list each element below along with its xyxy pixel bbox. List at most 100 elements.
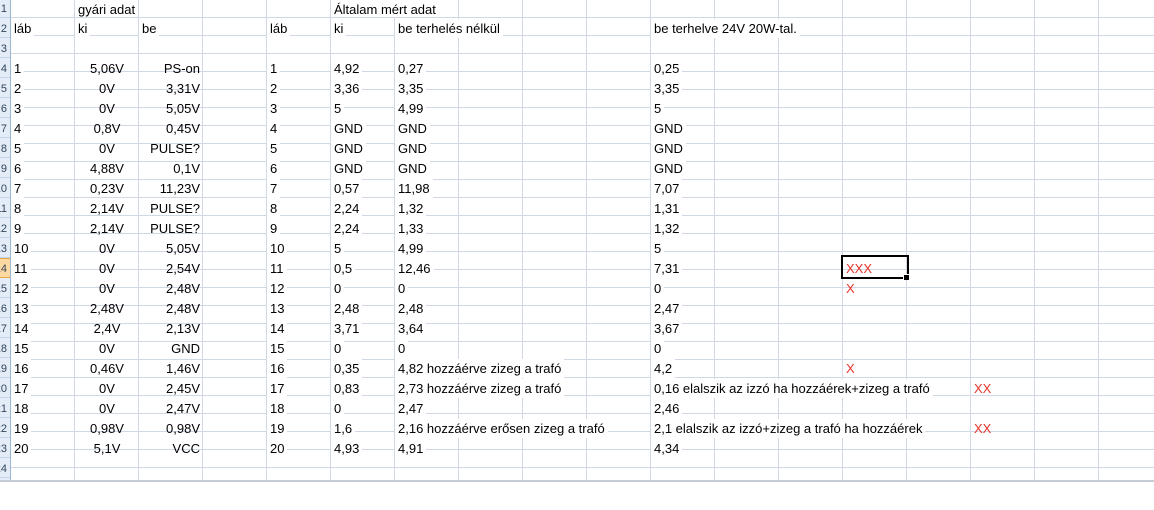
pin-number[interactable]: 15 (267, 339, 288, 358)
pin-number[interactable]: 7 (11, 179, 25, 198)
pin-number[interactable]: 13 (11, 299, 32, 318)
measured-be-no-load-value[interactable]: 1,32 (395, 199, 427, 218)
measured-be-no-load-value[interactable]: 2,73 hozzáérve zizeg a trafó (395, 379, 565, 398)
pin-number[interactable]: 20 (267, 439, 288, 458)
fill-handle[interactable] (903, 274, 909, 280)
pin-number[interactable]: 6 (11, 159, 25, 178)
pin-number[interactable]: 8 (11, 199, 25, 218)
row-header-cell[interactable]: 10 (0, 178, 10, 198)
measured-ki-value[interactable]: 0,83 (331, 379, 363, 398)
pin-number[interactable]: 19 (267, 419, 288, 438)
pin-number[interactable]: 14 (267, 319, 288, 338)
pin-number[interactable]: 12 (11, 279, 32, 298)
row-header-cell[interactable]: 9 (0, 158, 10, 178)
pin-number[interactable]: 2 (267, 79, 281, 98)
row-header-cell[interactable]: 7 (0, 118, 10, 138)
factory-be-value[interactable]: PULSE? (150, 141, 200, 156)
factory-be-value[interactable]: 2,47V (166, 401, 200, 416)
factory-ki-value[interactable]: 0,98V (90, 421, 124, 436)
factory-be-value[interactable]: 2,45V (166, 381, 200, 396)
factory-ki-value[interactable]: 0V (99, 261, 115, 276)
factory-ki-value[interactable]: 0V (99, 81, 115, 96)
factory-ki-value[interactable]: 0V (99, 281, 115, 296)
factory-be-value[interactable]: PS-on (163, 61, 200, 76)
factory-ki-value[interactable]: 2,14V (90, 221, 124, 236)
row-header-cell[interactable]: 22 (0, 418, 10, 438)
header-ki[interactable]: ki (331, 19, 347, 38)
factory-be-value[interactable]: 5,05V (166, 241, 200, 256)
factory-ki-value[interactable]: 5,1V (93, 441, 121, 456)
row-header-cell[interactable]: 15 (0, 278, 10, 298)
pin-number[interactable]: 9 (267, 219, 281, 238)
factory-be-value[interactable]: 2,54V (166, 261, 200, 276)
pin-number[interactable]: 15 (11, 339, 32, 358)
header-be-loaded[interactable]: be terhelve 24V 20W-tal. (651, 19, 800, 38)
measured-be-loaded-value[interactable]: 3,35 (651, 79, 683, 98)
factory-be-value[interactable]: 0,1V (173, 161, 200, 176)
factory-be-value[interactable]: 0,98V (166, 421, 200, 436)
measured-be-loaded-value[interactable]: 5 (651, 99, 665, 118)
measured-be-loaded-value[interactable]: 2,1 elalszik az izzó+zizeg a trafó ha ho… (651, 419, 926, 438)
pin-number[interactable]: 8 (267, 199, 281, 218)
pin-number[interactable]: 17 (11, 379, 32, 398)
factory-ki-value[interactable]: 0V (99, 381, 115, 396)
row-header-cell[interactable]: 24 (0, 458, 10, 478)
pin-number[interactable]: 18 (267, 399, 288, 418)
factory-ki-value[interactable]: 0V (99, 341, 115, 356)
pin-number[interactable]: 20 (11, 439, 32, 458)
row-header-cell[interactable]: 8 (0, 138, 10, 158)
factory-be-value[interactable]: 0,45V (166, 121, 200, 136)
header-pin[interactable]: láb (267, 19, 291, 38)
measured-be-no-load-value[interactable]: 0,27 (395, 59, 427, 78)
factory-ki-value[interactable]: 0V (99, 401, 115, 416)
measured-be-no-load-value[interactable]: 12,46 (395, 259, 434, 278)
mark-x[interactable]: XXX (846, 261, 873, 276)
measured-be-no-load-value[interactable]: 0 (395, 279, 409, 298)
measured-be-loaded-value[interactable]: 4,34 (651, 439, 683, 458)
measured-ki-value[interactable]: 0 (331, 399, 345, 418)
row-header-cell[interactable]: 20 (0, 378, 10, 398)
measured-be-no-load-value[interactable]: 11,98 (395, 179, 433, 198)
factory-be-value[interactable]: 2,48V (166, 301, 200, 316)
mark-x[interactable]: X (846, 361, 855, 376)
measured-be-no-load-value[interactable]: 4,99 (395, 239, 427, 258)
factory-be-value[interactable]: PULSE? (150, 201, 200, 216)
worksheet-grid[interactable] (11, 0, 1154, 482)
row-header-cell[interactable]: 5 (0, 78, 10, 98)
pin-number[interactable]: 18 (11, 399, 32, 418)
measured-ki-value[interactable]: GND (331, 159, 366, 178)
row-header-cell[interactable]: 18 (0, 338, 10, 358)
pin-number[interactable]: 1 (267, 59, 281, 78)
measured-ki-value[interactable]: 3,71 (331, 319, 363, 338)
measured-ki-value[interactable]: 5 (331, 99, 345, 118)
pin-number[interactable]: 14 (11, 319, 32, 338)
factory-be-value[interactable]: 1,46V (166, 361, 200, 376)
factory-be-value[interactable]: VCC (172, 441, 200, 456)
measured-ki-value[interactable]: 0,35 (331, 359, 363, 378)
measured-be-loaded-value[interactable]: 1,32 (651, 219, 683, 238)
measured-data-title[interactable]: Általam mért adat (331, 0, 439, 17)
measured-be-no-load-value[interactable]: 1,33 (395, 219, 427, 238)
pin-number[interactable]: 16 (11, 359, 32, 378)
measured-be-loaded-value[interactable]: 2,46 (651, 399, 683, 418)
pin-number[interactable]: 19 (11, 419, 32, 438)
factory-ki-value[interactable]: 4,88V (90, 161, 124, 176)
pin-number[interactable]: 1 (11, 59, 25, 78)
factory-be-value[interactable]: 5,05V (166, 101, 200, 116)
factory-data-title[interactable]: gyári adat (75, 0, 139, 17)
pin-number[interactable]: 7 (267, 179, 281, 198)
pin-number[interactable]: 11 (11, 259, 31, 278)
row-header-cell[interactable]: 16 (0, 298, 10, 318)
pin-number[interactable]: 5 (267, 139, 281, 158)
factory-ki-value[interactable]: 0V (99, 101, 115, 116)
pin-number[interactable]: 13 (267, 299, 288, 318)
header-ki[interactable]: ki (75, 19, 91, 38)
factory-ki-value[interactable]: 2,48V (90, 301, 124, 316)
measured-ki-value[interactable]: 1,6 (331, 419, 356, 438)
pin-number[interactable]: 11 (267, 259, 287, 278)
pin-number[interactable]: 9 (11, 219, 25, 238)
measured-be-no-load-value[interactable]: 2,16 hozzáérve erősen zizeg a trafó (395, 419, 608, 438)
header-be[interactable]: be (139, 19, 160, 38)
row-header-cell[interactable]: 12 (0, 218, 10, 238)
measured-ki-value[interactable]: 2,24 (331, 199, 363, 218)
